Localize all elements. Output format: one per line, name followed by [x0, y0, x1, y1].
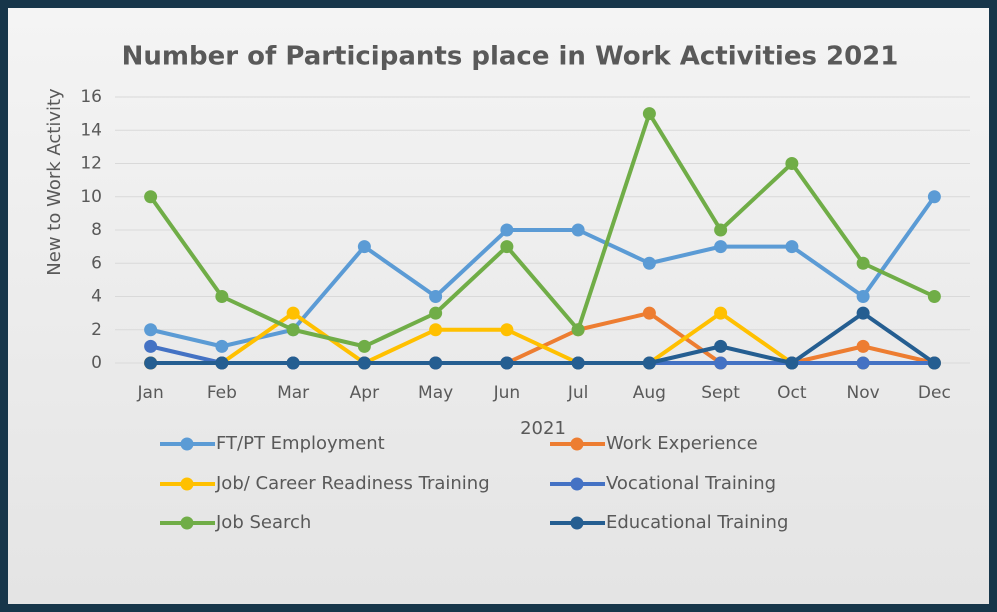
data-point	[856, 256, 870, 270]
chart-title: Number of Participants place in Work Act…	[122, 42, 899, 72]
data-point	[927, 290, 941, 303]
data-point	[429, 306, 443, 320]
data-point	[642, 306, 656, 320]
data-point	[357, 240, 371, 254]
legend-label: Job Search	[215, 512, 311, 533]
data-point	[714, 306, 728, 320]
data-point	[286, 323, 300, 337]
legend-label: Work Experience	[606, 433, 758, 454]
legend-marker	[180, 516, 194, 530]
legend-label: FT/PT Employment	[216, 433, 385, 454]
y-tick-label: 6	[91, 253, 102, 273]
panel	[8, 8, 989, 604]
x-tick-label: Sept	[701, 383, 740, 403]
x-tick-label: Nov	[847, 383, 880, 403]
data-point	[286, 356, 300, 370]
data-point	[642, 256, 656, 270]
legend-marker	[570, 516, 584, 530]
data-point	[856, 356, 870, 370]
data-point	[785, 356, 799, 370]
data-point	[856, 290, 870, 303]
data-point	[642, 356, 656, 370]
legend-label: Educational Training	[606, 512, 788, 533]
y-tick-label: 0	[91, 353, 102, 373]
legend-marker	[180, 477, 194, 491]
x-axis-label: 2021	[520, 418, 566, 439]
data-point	[571, 356, 585, 370]
data-point	[215, 339, 229, 353]
series-line	[148, 111, 936, 349]
x-tick-label: Mar	[277, 383, 309, 403]
x-tick-label: Oct	[777, 383, 807, 403]
data-point	[144, 356, 158, 370]
x-tick-label: Apr	[350, 383, 379, 403]
y-tick-label: 2	[91, 320, 102, 340]
data-point	[571, 223, 585, 237]
data-point	[785, 157, 799, 170]
data-point	[714, 356, 728, 370]
x-tick-label: Dec	[918, 383, 951, 403]
y-tick-label: 10	[80, 187, 102, 207]
x-tick-label: Jan	[137, 383, 164, 403]
data-point	[714, 240, 728, 254]
x-tick-label: Jul	[567, 383, 589, 403]
data-point	[927, 356, 941, 370]
x-tick-label: May	[418, 383, 453, 403]
y-axis-label: New to Work Activity	[44, 88, 65, 276]
y-tick-label: 12	[80, 154, 102, 174]
legend-marker	[570, 437, 584, 451]
data-point	[856, 339, 870, 353]
data-point	[571, 323, 585, 337]
data-point	[927, 190, 941, 204]
data-point	[429, 290, 443, 303]
data-point	[785, 240, 799, 254]
data-point	[286, 306, 300, 320]
data-point	[500, 240, 514, 254]
y-tick-label: 16	[80, 87, 102, 107]
y-tick-label: 8	[91, 220, 102, 240]
data-point	[714, 223, 728, 237]
data-point	[215, 290, 229, 303]
data-point	[357, 339, 371, 353]
legend-label: Job/ Career Readiness Training	[215, 473, 490, 494]
x-tick-label: Feb	[207, 383, 237, 403]
data-point	[144, 190, 158, 204]
legend-label: Vocational Training	[606, 473, 776, 494]
data-point	[144, 339, 158, 353]
y-tick-label: 14	[80, 120, 102, 140]
data-point	[500, 223, 514, 237]
data-point	[357, 356, 371, 370]
data-point	[856, 306, 870, 320]
data-point	[144, 323, 158, 337]
x-tick-label: Aug	[633, 383, 666, 403]
legend-marker	[180, 437, 194, 451]
data-point	[429, 323, 443, 337]
data-point	[215, 356, 229, 370]
data-point	[642, 107, 656, 121]
series-line	[150, 195, 937, 349]
data-point	[714, 339, 728, 353]
y-tick-label: 4	[91, 287, 102, 307]
data-point	[429, 356, 443, 370]
x-tick-label: Jun	[493, 383, 521, 403]
data-point	[500, 356, 514, 370]
series-line	[150, 311, 936, 365]
data-point	[500, 323, 514, 337]
legend-marker	[570, 477, 584, 491]
